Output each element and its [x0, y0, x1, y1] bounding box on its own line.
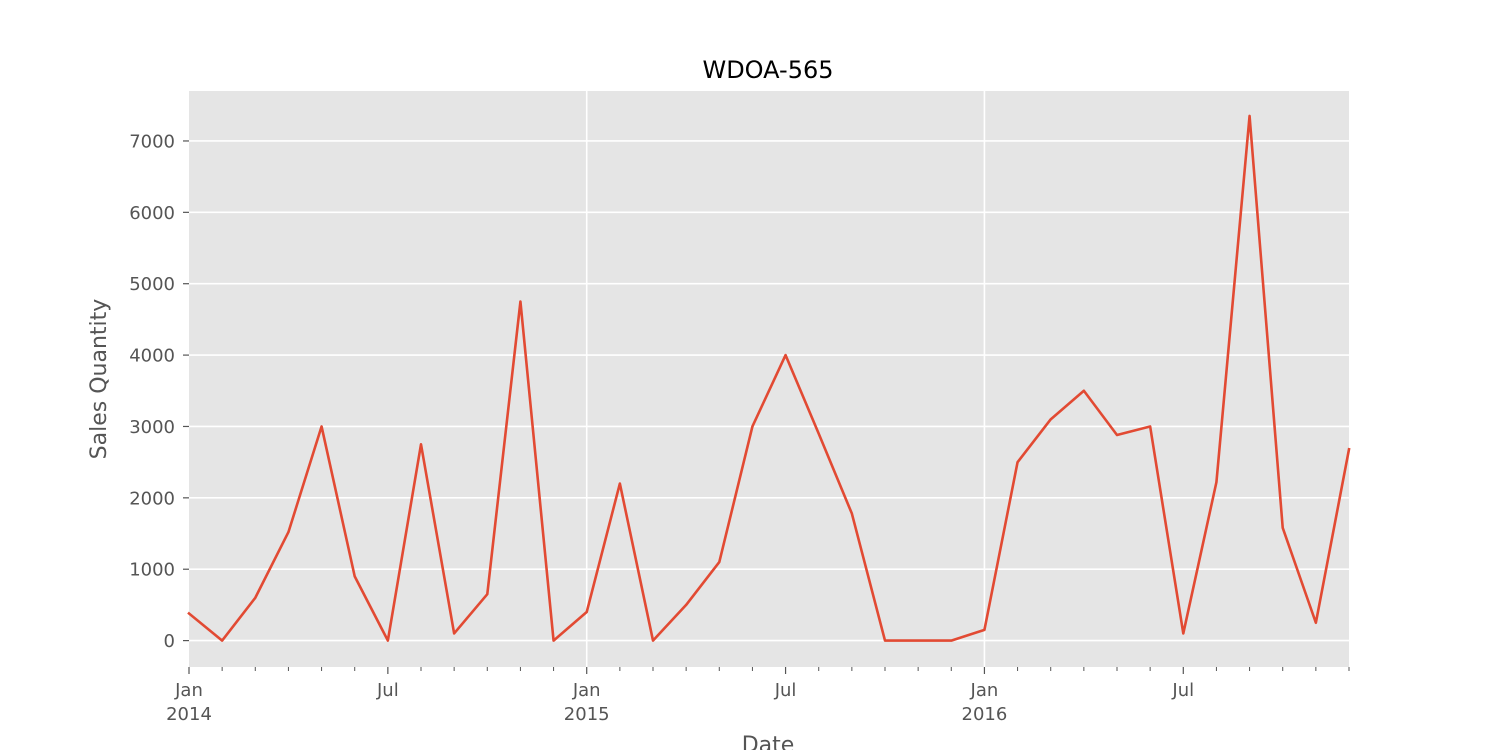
- x-year-label: 2016: [962, 704, 1008, 725]
- y-tick-label: 3000: [129, 417, 175, 438]
- x-tick-label: Jul: [1171, 680, 1194, 701]
- chart-title: WDOA-565: [702, 56, 833, 84]
- y-tick-label: 4000: [129, 346, 175, 367]
- y-tick-label: 5000: [129, 274, 175, 295]
- y-tick-label: 2000: [129, 488, 175, 509]
- grid-lines: [189, 91, 1349, 667]
- axis-ticks: 0 1000 2000 3000 4000 5000 6000 7000 Jan 2014 Jul J…: [129, 131, 1350, 725]
- x-year-label: 2015: [564, 704, 610, 725]
- x-tick-label: Jul: [774, 680, 797, 701]
- x-axis-label: Date: [742, 733, 795, 750]
- x-tick-label: Jan: [970, 680, 999, 701]
- x-tick-label: Jan: [174, 680, 203, 701]
- y-tick-label: 7000: [129, 131, 175, 152]
- y-tick-label: 6000: [129, 203, 175, 224]
- y-tick-label: 1000: [129, 560, 175, 581]
- x-tick-label: Jul: [376, 680, 399, 701]
- y-axis-label: Sales Quantity: [87, 299, 112, 460]
- x-year-label: 2014: [166, 704, 212, 725]
- series-layer: [187, 114, 1351, 642]
- series-line: [187, 114, 1351, 642]
- x-tick-label: Jan: [572, 680, 601, 701]
- plot-background: [189, 91, 1349, 667]
- y-tick-label: 0: [164, 631, 175, 652]
